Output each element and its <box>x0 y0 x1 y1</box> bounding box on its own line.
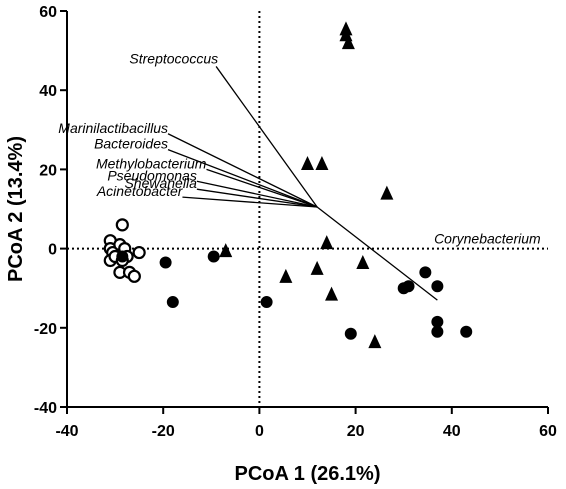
filled-triangle-point <box>341 35 355 50</box>
vector-line <box>215 66 318 208</box>
filled-triangle-point <box>325 286 339 301</box>
filled-circle-point <box>166 296 179 309</box>
filled-circle-point <box>431 315 444 328</box>
vector-line <box>196 188 318 208</box>
y-axis-title: PCoA 2 (13.4%) <box>5 136 27 282</box>
filled-circle-point <box>159 256 172 269</box>
vector-label: Pseudomonas <box>107 167 197 183</box>
vector-line <box>316 206 438 301</box>
filled-triangle-point <box>368 334 382 349</box>
plot-frame <box>66 11 548 408</box>
filled-circle-point <box>431 325 444 338</box>
vector-label: Streptococcus <box>129 50 218 66</box>
filled-circle-point <box>460 325 473 338</box>
filled-triangle-point <box>310 260 324 275</box>
filled-triangle-point <box>279 268 293 283</box>
x-tick-label: 0 <box>255 423 264 440</box>
filled-circle-point <box>116 250 129 263</box>
filled-triangle-point <box>320 235 334 250</box>
filled-circle-point <box>419 266 432 279</box>
y-tick-label: 0 <box>48 242 57 259</box>
x-tick-label: 40 <box>443 423 461 440</box>
x-axis-title: PCoA 1 (26.1%) <box>235 463 381 485</box>
x-tick-label: 60 <box>539 423 557 440</box>
open-circle-point <box>115 218 129 232</box>
axis-ticks: -40 -20 0 20 40 60 -40 -20 0 20 40 60 <box>34 4 557 440</box>
vector-label: Acinetobacter <box>96 183 184 199</box>
vector-line <box>182 196 318 208</box>
open-circle-point <box>132 245 146 260</box>
y-tick-label: -40 <box>34 400 57 417</box>
vector-line <box>196 180 318 208</box>
vector-line <box>167 148 318 208</box>
vector-label: Shewanella <box>124 175 197 191</box>
vector-label: Methylobacterium <box>96 155 207 171</box>
vector-label: Corynebacterium <box>434 231 541 247</box>
filled-triangle-point <box>301 155 314 170</box>
vector-line <box>167 133 318 208</box>
vector-label: Marinilactibacillus <box>58 120 168 136</box>
x-tick-label: -20 <box>152 423 175 440</box>
filled-circle-point <box>260 296 273 309</box>
filled-circle-point <box>402 280 415 293</box>
y-tick-label: 40 <box>39 83 57 100</box>
filled-triangle-point <box>356 254 370 269</box>
biplot-vectors: Streptococcus MarinilactibacillusBacteroi… <box>58 50 541 301</box>
vector-label: Bacteroides <box>94 136 168 152</box>
y-tick-label: -20 <box>34 321 57 338</box>
vector-line <box>206 168 318 208</box>
filled-circle-point <box>431 280 444 293</box>
y-tick-label: 60 <box>39 4 57 21</box>
x-tick-label: -40 <box>55 423 78 440</box>
y-tick-label: 20 <box>39 162 57 179</box>
filled-circle-point <box>344 327 357 340</box>
open-circle-point <box>127 269 141 283</box>
data-points <box>103 21 473 349</box>
filled-triangle-point <box>219 243 233 258</box>
zero-reference-lines <box>67 11 548 407</box>
filled-triangle-point <box>380 185 394 200</box>
filled-circle-point <box>207 250 220 263</box>
filled-triangle-point <box>315 155 329 170</box>
x-tick-label: 20 <box>347 423 365 440</box>
